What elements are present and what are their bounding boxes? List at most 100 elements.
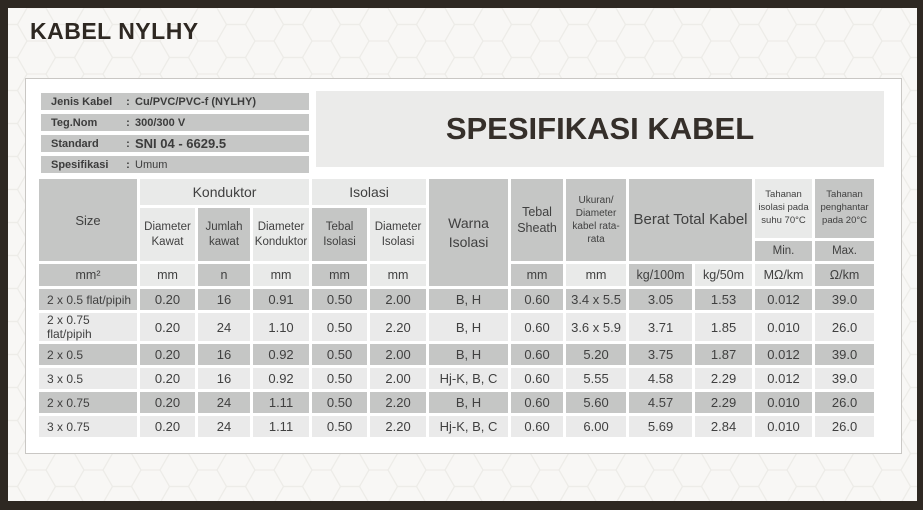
units-row: mm² mm n mm mm mm mm mm kg/100m kg/50m M…: [39, 264, 875, 286]
info-label: Teg.Nom: [51, 116, 98, 129]
table-cell: 0.50: [312, 368, 368, 389]
table-cell: 2.20: [370, 313, 427, 341]
table-cell: 0.50: [312, 392, 368, 413]
table-cell: 2.00: [370, 344, 427, 365]
table-cell: 0.50: [312, 344, 368, 365]
info-value: SNI 04 - 6629.5: [135, 136, 227, 151]
size-cell: 2 x 0.5: [39, 344, 137, 365]
header-diameter-kawat: Diameter Kawat: [140, 208, 195, 261]
table-cell: 0.20: [140, 416, 195, 437]
table-cell: 2.00: [370, 289, 427, 310]
table-cell: 0.91: [253, 289, 310, 310]
header-ukuran-diameter: Ukuran/ Diameter kabel rata-rata: [566, 179, 627, 261]
table-cell: 24: [198, 416, 250, 437]
unit-ohm-km: Ω/km: [815, 264, 875, 286]
spec-table-body: 2 x 0.5 flat/pipih 0.20 16 0.91 0.50 2.00 B, H…: [39, 289, 875, 437]
table-cell: 1.85: [695, 313, 753, 341]
header-tahanan-isolasi: Tahanan isolasi pada suhu 70°C: [755, 179, 813, 238]
table-cell: 0.60: [511, 289, 564, 310]
size-cell: 3 x 0.75: [39, 416, 137, 437]
size-cell: 2 x 0.75: [39, 392, 137, 413]
table-cell: 1.11: [253, 416, 310, 437]
table-row: 2 x 0.75 0.20 24 1.11 0.50 2.20 B, H 0.60 5.60 4.…: [39, 392, 875, 413]
size-cell: 3 x 0.5: [39, 368, 137, 389]
table-cell: 2.84: [695, 416, 753, 437]
info-row-teg-nom: Teg.Nom : 300/300 V: [41, 114, 309, 131]
info-label: Spesifikasi: [51, 158, 109, 171]
unit-diameter-kawat: mm: [140, 264, 195, 286]
table-cell: 3.71: [629, 313, 693, 341]
table-cell: 1.10: [253, 313, 310, 341]
info-value: Cu/PVC/PVC-f (NYLHY): [135, 95, 256, 108]
table-cell: 24: [198, 313, 250, 341]
table-cell: 5.55: [566, 368, 627, 389]
unit-tebal-isolasi: mm: [312, 264, 368, 286]
table-cell: 0.20: [140, 344, 195, 365]
table-cell: 0.50: [312, 416, 368, 437]
table-cell: 2.20: [370, 392, 427, 413]
unit-tebal-sheath: mm: [511, 264, 564, 286]
table-cell: 3.05: [629, 289, 693, 310]
table-cell: 4.58: [629, 368, 693, 389]
table-cell: B, H: [429, 313, 509, 341]
info-colon: :: [126, 116, 130, 129]
info-value: Umum: [135, 158, 168, 171]
unit-jumlah-kawat: n: [198, 264, 250, 286]
header-tebal-sheath: Tebal Sheath: [511, 179, 564, 261]
header-tahanan-penghantar: Tahanan penghantar pada 20°C: [815, 179, 875, 238]
size-cell: 2 x 0.5 flat/pipih: [39, 289, 137, 310]
table-cell: 26.0: [815, 313, 875, 341]
table-cell: 0.010: [755, 392, 813, 413]
table-cell: 1.11: [253, 392, 310, 413]
header-max: Max.: [815, 241, 875, 261]
table-cell: 0.20: [140, 392, 195, 413]
spec-title-panel: SPESIFIKASI KABEL: [316, 91, 884, 167]
table-cell: 16: [198, 344, 250, 365]
table-cell: B, H: [429, 392, 509, 413]
table-cell: 0.50: [312, 313, 368, 341]
table-cell: 2.29: [695, 392, 753, 413]
table-cell: 3.6 x 5.9: [566, 313, 627, 341]
table-cell: 26.0: [815, 392, 875, 413]
size-cell: 2 x 0.75 flat/pipih: [39, 313, 137, 341]
table-cell: 2.29: [695, 368, 753, 389]
table-cell: 26.0: [815, 416, 875, 437]
table-cell: 0.012: [755, 289, 813, 310]
table-cell: 0.60: [511, 313, 564, 341]
table-row: 2 x 0.5 0.20 16 0.92 0.50 2.00 B, H 0.60 5.20 3.7…: [39, 344, 875, 365]
info-colon: :: [126, 158, 130, 171]
info-label: Jenis Kabel: [51, 95, 113, 108]
header-size: Size: [39, 179, 137, 261]
spec-title: SPESIFIKASI KABEL: [445, 111, 755, 146]
table-cell: 0.20: [140, 313, 195, 341]
table-cell: 16: [198, 368, 250, 389]
header-diameter-konduktor: Diameter Konduktor: [253, 208, 310, 261]
table-cell: 16: [198, 289, 250, 310]
info-value: 300/300 V: [135, 116, 186, 129]
table-cell: 5.69: [629, 416, 693, 437]
table-cell: 3.4 x 5.5: [566, 289, 627, 310]
table-cell: 0.92: [253, 344, 310, 365]
table-row: 3 x 0.5 0.20 16 0.92 0.50 2.00 Hj-K, B, C 0.60 5…: [39, 368, 875, 389]
table-cell: 0.92: [253, 368, 310, 389]
table-cell: 24: [198, 392, 250, 413]
header-warna-isolasi: Warna Isolasi: [429, 179, 509, 286]
table-cell: 5.60: [566, 392, 627, 413]
cable-info-box: Jenis Kabel : Cu/PVC/PVC-f (NYLHY) Teg.N…: [41, 93, 309, 177]
table-cell: 2.00: [370, 368, 427, 389]
table-cell: 0.60: [511, 392, 564, 413]
table-row: 2 x 0.5 flat/pipih 0.20 16 0.91 0.50 2.00 B, H…: [39, 289, 875, 310]
info-label: Standard: [51, 137, 99, 150]
table-cell: B, H: [429, 344, 509, 365]
table-cell: 0.60: [511, 416, 564, 437]
header-group-konduktor: Konduktor: [140, 179, 310, 205]
header-tebal-isolasi: Tebal Isolasi: [312, 208, 368, 261]
unit-diameter-konduktor: mm: [253, 264, 310, 286]
table-cell: 0.012: [755, 368, 813, 389]
table-cell: 4.57: [629, 392, 693, 413]
table-cell: 0.20: [140, 368, 195, 389]
table-cell: 3.75: [629, 344, 693, 365]
table-cell: 0.60: [511, 368, 564, 389]
info-row-jenis-kabel: Jenis Kabel : Cu/PVC/PVC-f (NYLHY): [41, 93, 309, 110]
